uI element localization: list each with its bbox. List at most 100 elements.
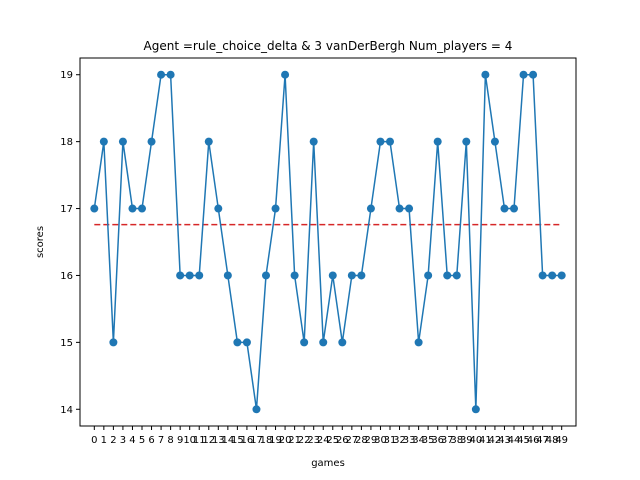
- x-tick-label: 2: [110, 435, 116, 446]
- y-axis-label: scores: [35, 226, 46, 258]
- data-point: [300, 338, 309, 347]
- data-point: [185, 271, 194, 280]
- data-point: [128, 204, 137, 213]
- data-point: [271, 204, 280, 213]
- data-point: [366, 204, 375, 213]
- x-tick-label: 35: [422, 435, 435, 446]
- x-tick-label: 14: [221, 435, 234, 446]
- data-point: [395, 204, 404, 213]
- x-tick-label: 0: [91, 435, 97, 446]
- plot-area: [79, 57, 577, 427]
- x-axis: 0 1 2 3 4 5 6 7 8 9 101112131415161718192021222324…: [91, 426, 568, 446]
- y-tick-label: 14: [60, 405, 73, 416]
- data-point: [166, 70, 175, 79]
- x-tick-label: 41: [479, 435, 492, 446]
- x-tick-label: 49: [555, 435, 568, 446]
- x-tick-label: 47: [536, 435, 549, 446]
- data-point: [510, 204, 518, 213]
- data-point: [490, 137, 499, 146]
- data-point: [519, 70, 528, 79]
- x-tick-label: 18: [260, 435, 273, 446]
- data-point: [309, 137, 318, 146]
- x-tick-label: 28: [355, 435, 368, 446]
- data-point: [147, 137, 156, 146]
- x-tick-label: 21: [288, 435, 301, 446]
- x-tick-label: 24: [317, 435, 330, 446]
- data-point: [471, 405, 480, 414]
- x-tick-label: 44: [508, 435, 521, 446]
- data-point: [223, 271, 232, 280]
- data-point: [157, 70, 166, 79]
- x-tick-label: 33: [403, 435, 416, 446]
- chart-title: Agent =rule_choice_delta & 3 vanDerBergh…: [144, 39, 513, 53]
- x-tick-label: 15: [231, 435, 244, 446]
- x-tick-label: 37: [441, 435, 454, 446]
- data-point: [405, 204, 414, 213]
- data-point: [252, 405, 261, 414]
- data-point: [242, 338, 251, 347]
- y-tick-label: 16: [60, 271, 73, 282]
- data-point: [138, 204, 146, 213]
- data-point: [386, 137, 394, 146]
- data-point: [319, 338, 328, 347]
- data-point: [204, 137, 213, 146]
- data-point: [424, 271, 433, 280]
- x-tick-label: 3: [120, 435, 126, 446]
- x-tick-label: 42: [489, 435, 502, 446]
- x-tick-label: 48: [546, 435, 559, 446]
- x-tick-label: 7: [158, 435, 164, 446]
- series-line: [93, 73, 562, 410]
- x-tick-label: 30: [374, 435, 387, 446]
- data-point: [347, 271, 356, 280]
- y-tick-label: 15: [60, 338, 73, 349]
- x-tick-label: 29: [365, 435, 378, 446]
- y-tick-label: 19: [60, 70, 73, 81]
- data-point: [481, 70, 490, 79]
- x-tick-label: 31: [384, 435, 397, 446]
- data-point: [99, 137, 108, 146]
- y-tick-label: 17: [60, 204, 73, 215]
- x-tick-label: 23: [307, 435, 320, 446]
- x-tick-label: 6: [148, 435, 154, 446]
- x-axis-label: games: [311, 458, 345, 469]
- x-tick-label: 46: [527, 435, 540, 446]
- y-axis: 14 15 16 17 18 19: [60, 70, 80, 416]
- data-point: [195, 271, 204, 280]
- data-point: [500, 204, 509, 213]
- data-point: [338, 338, 347, 347]
- data-point: [176, 271, 185, 280]
- data-point: [357, 271, 366, 280]
- x-tick-label: 22: [298, 435, 311, 446]
- data-point: [328, 271, 337, 280]
- data-point: [90, 204, 99, 213]
- x-tick-label: 45: [517, 435, 530, 446]
- data-point: [118, 137, 127, 146]
- x-tick-label: 12: [202, 435, 215, 446]
- x-tick-label: 8: [167, 435, 173, 446]
- x-tick-label: 36: [431, 435, 444, 446]
- data-point: [262, 271, 270, 280]
- y-tick-label: 18: [60, 137, 73, 148]
- x-tick-label: 19: [269, 435, 282, 446]
- x-tick-label: 43: [498, 435, 511, 446]
- data-point: [214, 204, 223, 213]
- data-point: [557, 271, 566, 280]
- data-point: [452, 271, 461, 280]
- data-point: [281, 70, 290, 79]
- x-tick-label: 32: [393, 435, 406, 446]
- data-point: [109, 338, 118, 347]
- x-tick-label: 20: [279, 435, 292, 446]
- data-point: [414, 338, 423, 347]
- series-points: [90, 70, 566, 414]
- x-tick-label: 1: [101, 435, 107, 446]
- x-tick-label: 17: [250, 435, 263, 446]
- x-tick-label: 34: [412, 435, 425, 446]
- x-tick-label: 26: [336, 435, 349, 446]
- data-point: [443, 271, 452, 280]
- x-tick-label: 25: [326, 435, 339, 446]
- x-tick-label: 40: [469, 435, 482, 446]
- x-tick-label: 16: [241, 435, 254, 446]
- x-tick-label: 4: [129, 435, 135, 446]
- x-tick-label: 10: [183, 435, 196, 446]
